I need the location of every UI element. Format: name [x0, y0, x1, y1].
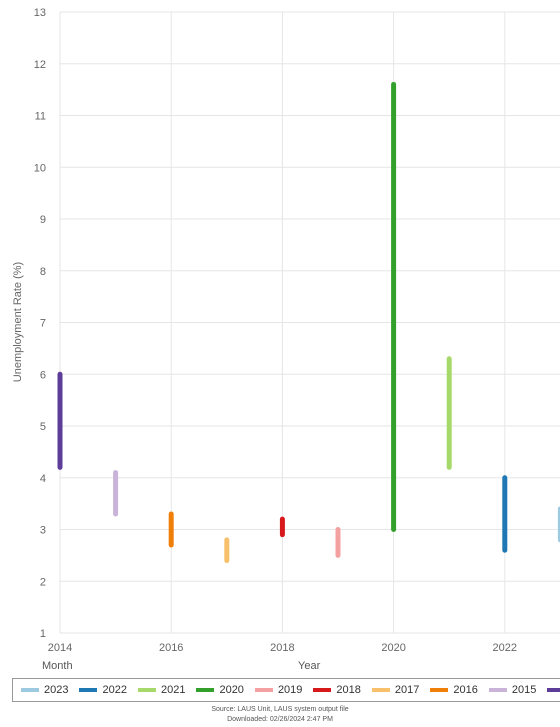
y-tick-label: 2 — [40, 576, 46, 588]
legend-swatch — [371, 688, 390, 692]
x-tick-label: 2022 — [493, 642, 517, 654]
legend-label: 2022 — [102, 684, 127, 696]
legend-swatch — [196, 688, 215, 692]
y-axis-label: Unemployment Rate (%) — [12, 262, 24, 382]
legend-item-2017[interactable]: 2017 — [371, 684, 420, 696]
legend-label: 2023 — [44, 684, 69, 696]
y-tick-label: 11 — [35, 111, 46, 123]
y-tick-label: 4 — [40, 473, 46, 485]
legend-item-2014[interactable]: 2014 — [547, 684, 560, 696]
legend-item-2015[interactable]: 2015 — [488, 684, 537, 696]
legend-label: 2020 — [219, 684, 244, 696]
legend-swatch — [254, 688, 273, 692]
y-tick-label: 8 — [40, 266, 46, 278]
range-bars — [57, 81, 560, 564]
legend-label: 2015 — [511, 684, 537, 696]
x-axis-title-month: Month — [42, 660, 73, 672]
legend-swatch — [547, 688, 560, 692]
source-note: Source: LAUS Unit, LAUS system output fi… — [211, 706, 349, 713]
y-tick-label: 6 — [40, 369, 46, 381]
y-tick-label: 7 — [40, 318, 46, 330]
legend-swatch — [79, 688, 98, 692]
x-axis-ticks: 2014 2016 2018 2020 2022 — [48, 642, 517, 654]
legend-item-2019[interactable]: 2019 — [254, 684, 303, 696]
legend-item-2016[interactable]: 2016 — [430, 684, 478, 696]
y-tick-label: 3 — [40, 525, 46, 537]
legend-item-2018[interactable]: 2018 — [313, 684, 361, 696]
legend-label: 2016 — [453, 684, 478, 696]
legend-item-2023[interactable]: 2023 — [21, 684, 68, 696]
chart-legend: 2023 2022 2021 2020 2019 2018 2017 2016 2015 2014 — [12, 678, 560, 702]
y-tick-label: 13 — [34, 7, 46, 19]
y-tick-label: 1 — [40, 628, 46, 640]
legend-label: 2021 — [160, 684, 186, 696]
y-tick-label: 12 — [34, 59, 46, 71]
y-tick-label: 5 — [40, 421, 46, 433]
y-tick-label: 10 — [34, 162, 46, 174]
legend-label: 2018 — [336, 684, 361, 696]
legend-swatch — [430, 688, 449, 692]
x-tick-label: 2014 — [48, 642, 72, 654]
legend-swatch — [313, 688, 332, 692]
y-tick-label: 9 — [40, 214, 46, 226]
legend-item-2021[interactable]: 2021 — [137, 684, 186, 696]
x-tick-label: 2020 — [381, 642, 405, 654]
downloaded-note: Downloaded: 02/26/2024 2:47 PM — [227, 716, 333, 723]
x-tick-label: 2016 — [159, 642, 183, 654]
x-axis-title-year: Year — [298, 660, 321, 672]
legend-label: 2019 — [277, 684, 303, 696]
legend-swatch — [137, 688, 156, 692]
x-tick-label: 2018 — [270, 642, 294, 654]
legend-swatch — [21, 688, 39, 692]
legend-label: 2017 — [394, 684, 420, 696]
legend-item-2022[interactable]: 2022 — [79, 684, 127, 696]
legend-item-2020[interactable]: 2020 — [196, 684, 244, 696]
legend-swatch — [488, 688, 507, 692]
grid-lines — [59, 11, 560, 634]
